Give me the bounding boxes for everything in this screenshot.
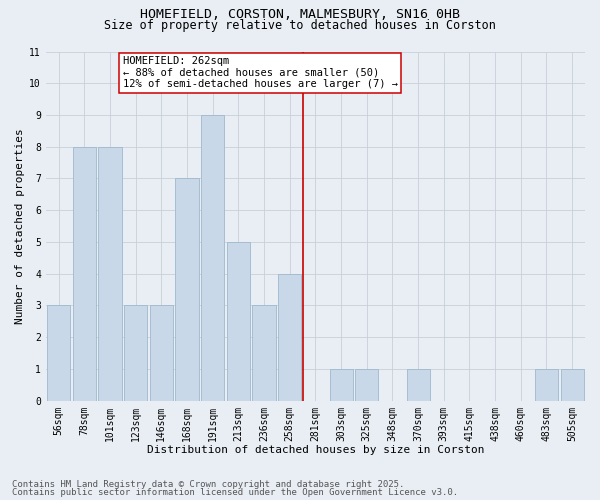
Bar <box>253 306 275 400</box>
Bar <box>407 369 430 400</box>
Bar <box>560 369 584 400</box>
Bar <box>175 178 199 400</box>
Text: HOMEFIELD: 262sqm
← 88% of detached houses are smaller (50)
12% of semi-detached: HOMEFIELD: 262sqm ← 88% of detached hous… <box>123 56 398 90</box>
Text: HOMEFIELD, CORSTON, MALMESBURY, SN16 0HB: HOMEFIELD, CORSTON, MALMESBURY, SN16 0HB <box>140 8 460 20</box>
Bar <box>227 242 250 400</box>
Text: Size of property relative to detached houses in Corston: Size of property relative to detached ho… <box>104 19 496 32</box>
Bar <box>278 274 301 400</box>
Bar <box>73 146 96 400</box>
Bar <box>98 146 122 400</box>
Bar <box>535 369 558 400</box>
Bar <box>150 306 173 400</box>
Bar <box>47 306 70 400</box>
Bar <box>124 306 147 400</box>
X-axis label: Distribution of detached houses by size in Corston: Distribution of detached houses by size … <box>146 445 484 455</box>
Text: Contains public sector information licensed under the Open Government Licence v3: Contains public sector information licen… <box>12 488 458 497</box>
Bar <box>329 369 353 400</box>
Bar <box>201 115 224 401</box>
Y-axis label: Number of detached properties: Number of detached properties <box>15 128 25 324</box>
Bar <box>355 369 378 400</box>
Text: Contains HM Land Registry data © Crown copyright and database right 2025.: Contains HM Land Registry data © Crown c… <box>12 480 404 489</box>
